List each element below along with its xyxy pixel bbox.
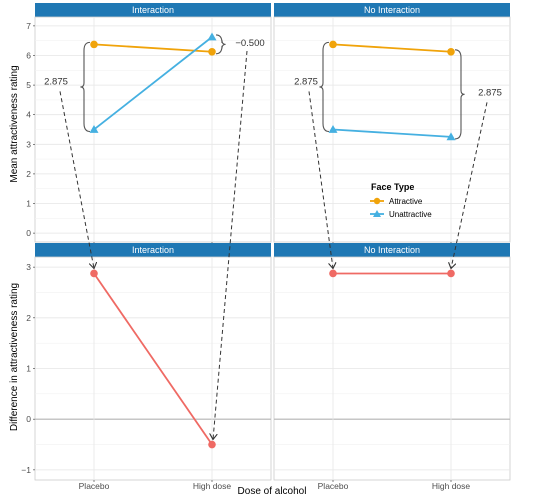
- y-tick-label: −1: [21, 465, 31, 475]
- series-line-unattractive: [93, 36, 213, 131]
- brace-placebo-nointeraction: [319, 41, 330, 133]
- facet-strip-label: Interaction: [132, 245, 174, 255]
- annotation-label-placebo-interaction: 2.875: [44, 76, 68, 87]
- data-point-attractive-0: [329, 40, 337, 49]
- series-line-attractive: [93, 43, 213, 53]
- y-tick-label: 1: [26, 199, 31, 209]
- y-tick-label: 2: [26, 169, 31, 179]
- top-y-axis-title: Mean attractiveness rating: [9, 65, 20, 182]
- legend-key-marker-attractive: [373, 197, 381, 205]
- legend-title: Face Type: [371, 182, 414, 192]
- arrow-placebo-interaction: [59, 91, 94, 268]
- x-tick-label: High dose: [432, 481, 471, 491]
- arrow-highdose-interaction: [213, 50, 248, 440]
- legend: Face Type Attractive Unattractive: [370, 182, 432, 219]
- y-tick-label: 2: [26, 313, 31, 323]
- data-point-unattractive-0: [89, 125, 99, 133]
- x-tick-label: Placebo: [318, 481, 349, 491]
- data-point-difference-1: [447, 269, 455, 278]
- annotation-label-highdose-interaction: −0.500: [235, 38, 264, 49]
- facet-strip-label: No Interaction: [364, 5, 420, 15]
- arrow-highdose-nointeraction: [451, 102, 488, 268]
- facet-strip: [274, 243, 510, 257]
- data-point-unattractive-1: [207, 32, 217, 41]
- y-tick-label: 6: [26, 50, 31, 60]
- legend-key-marker-unattractive: [373, 210, 381, 217]
- brace-placebo-interaction: [80, 41, 91, 133]
- x-axis-title: Dose of alcohol: [238, 486, 307, 497]
- panel-top-left: Interaction01234567PlaceboHigh dose: [26, 3, 272, 253]
- facet-strip: [35, 3, 271, 17]
- y-tick-label: 3: [26, 262, 31, 272]
- data-point-difference-1: [208, 440, 216, 449]
- facet-strip: [35, 243, 271, 257]
- x-tick-label: Placebo: [79, 481, 110, 491]
- series-line-unattractive: [332, 128, 452, 138]
- y-tick-label: 7: [26, 21, 31, 31]
- data-point-difference-0: [329, 269, 337, 278]
- x-tick-label: High dose: [193, 481, 232, 491]
- legend-label-unattractive: Unattractive: [389, 210, 432, 219]
- facet-strip-label: Interaction: [132, 5, 174, 15]
- facet-strip: [274, 3, 510, 17]
- legend-label-attractive: Attractive: [389, 197, 423, 206]
- y-tick-label: 0: [26, 414, 31, 424]
- y-tick-label: 0: [26, 228, 31, 238]
- series-line-attractive: [332, 43, 452, 53]
- data-point-unattractive-1: [446, 132, 456, 141]
- brace-highdose-nointeraction: [454, 49, 465, 140]
- series-line-difference: [93, 272, 213, 446]
- y-tick-label: 5: [26, 80, 31, 90]
- y-tick-label: 3: [26, 139, 31, 149]
- data-point-attractive-1: [447, 47, 455, 56]
- y-tick-label: 1: [26, 364, 31, 374]
- arrow-placebo-nointeraction: [308, 91, 333, 268]
- data-point-difference-0: [90, 269, 98, 278]
- facet-strip-label: No Interaction: [364, 245, 420, 255]
- panel-bottom-left: Interaction −1 0 1 2 3 Placebo High dose: [21, 243, 272, 491]
- y-tick-label: 4: [26, 110, 31, 120]
- brace-highdose-interaction: [215, 34, 226, 55]
- annotation-label-placebo-nointeraction: 2.875: [294, 76, 318, 87]
- panel-bottom-right: No Interaction Placebo High dose: [273, 243, 511, 491]
- data-point-attractive-1: [208, 47, 216, 56]
- annotation-label-highdose-nointeraction: 2.875: [478, 87, 502, 98]
- data-point-attractive-0: [90, 40, 98, 49]
- data-point-unattractive-0: [328, 125, 338, 133]
- bottom-y-axis-title: Difference in attractiveness rating: [9, 283, 20, 431]
